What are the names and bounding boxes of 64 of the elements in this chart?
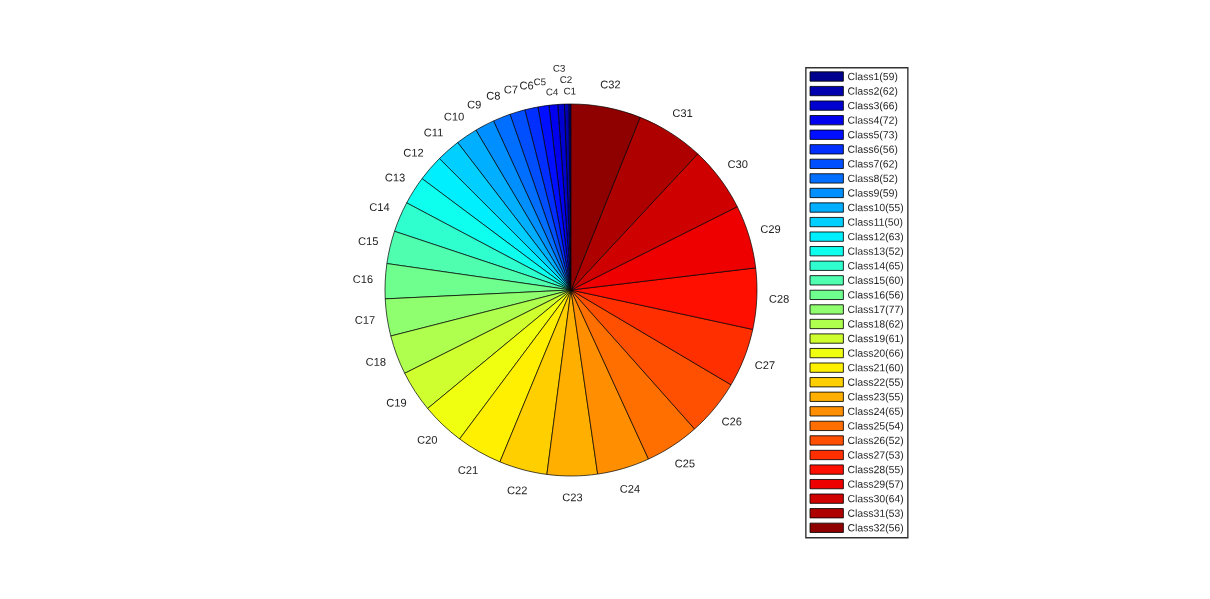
data-label: C28 <box>769 294 789 303</box>
legend-label: Class7(62) <box>848 159 898 170</box>
legend-label: Class12(63) <box>848 232 904 243</box>
data-label: C7 <box>504 85 518 94</box>
legend-label: Class17(77) <box>848 305 904 316</box>
data-label: C10 <box>444 112 464 121</box>
data-label: C24 <box>620 484 640 493</box>
data-label: C3 <box>553 64 565 72</box>
legend-label: Class9(59) <box>848 188 898 199</box>
legend-label: Class28(55) <box>848 465 904 476</box>
legend-label: Class26(52) <box>848 436 904 447</box>
data-label: C11 <box>424 128 443 137</box>
legend-label: Class4(72) <box>848 116 898 126</box>
data-label: C6 <box>520 81 534 90</box>
data-label: C23 <box>562 493 583 502</box>
data-label: C13 <box>385 173 405 182</box>
data-label: C4 <box>546 88 559 96</box>
legend-label: Class11(50) <box>848 218 903 228</box>
legend-label: Class14(65) <box>848 261 904 272</box>
legend-label: Class2(62) <box>848 87 898 97</box>
legend-label: Class6(56) <box>848 145 898 156</box>
data-label: C26 <box>722 417 742 426</box>
legend-label: Class13(52) <box>848 247 904 257</box>
data-label: C29 <box>760 225 781 234</box>
legend-label: Class24(65) <box>848 407 904 418</box>
legend-label: Class5(73) <box>848 130 898 141</box>
data-label: C5 <box>534 78 546 86</box>
legend-label: Class22(55) <box>848 378 904 388</box>
data-label: C1 <box>564 87 576 95</box>
data-label: C16 <box>353 275 373 284</box>
data-label: C19 <box>386 398 407 407</box>
legend-label: Class29(57) <box>848 480 904 490</box>
legend-label: Class10(55) <box>848 203 904 214</box>
data-label: C27 <box>755 361 775 370</box>
legend-label: Class18(62) <box>848 320 904 330</box>
data-label: C9 <box>467 100 481 109</box>
data-label: C30 <box>728 160 748 169</box>
data-label: C17 <box>355 316 375 324</box>
legend-label: Class25(54) <box>848 421 904 432</box>
legend-label: Class31(53) <box>848 509 904 519</box>
data-label: C22 <box>507 486 527 495</box>
legend-label: Class8(52) <box>848 174 898 185</box>
legend-label: Class16(56) <box>848 290 904 301</box>
data-label: C31 <box>672 109 693 118</box>
data-label: C21 <box>458 466 478 475</box>
data-label: C2 <box>560 76 572 84</box>
data-label: C12 <box>403 148 424 157</box>
legend-label: Class23(55) <box>848 392 904 403</box>
legend-label: Class32(56) <box>848 523 904 534</box>
data-label: C25 <box>675 459 695 468</box>
legend-label: Class19(61) <box>848 334 904 345</box>
legend-label: Class21(60) <box>848 363 904 374</box>
legend-label: Class27(53) <box>848 451 904 461</box>
data-label: C8 <box>486 91 500 100</box>
data-label: C14 <box>369 203 390 212</box>
data-label: C20 <box>417 435 438 444</box>
data-label: C32 <box>600 80 621 89</box>
legend-label: Class1(59) <box>848 72 898 83</box>
legend-label: Class30(64) <box>848 494 904 505</box>
legend-label: Class20(66) <box>848 349 904 359</box>
data-label: C18 <box>366 357 386 366</box>
data-label: C15 <box>358 237 378 246</box>
legend-label: Class15(60) <box>848 276 904 287</box>
legend-label: Class3(66) <box>848 101 898 112</box>
